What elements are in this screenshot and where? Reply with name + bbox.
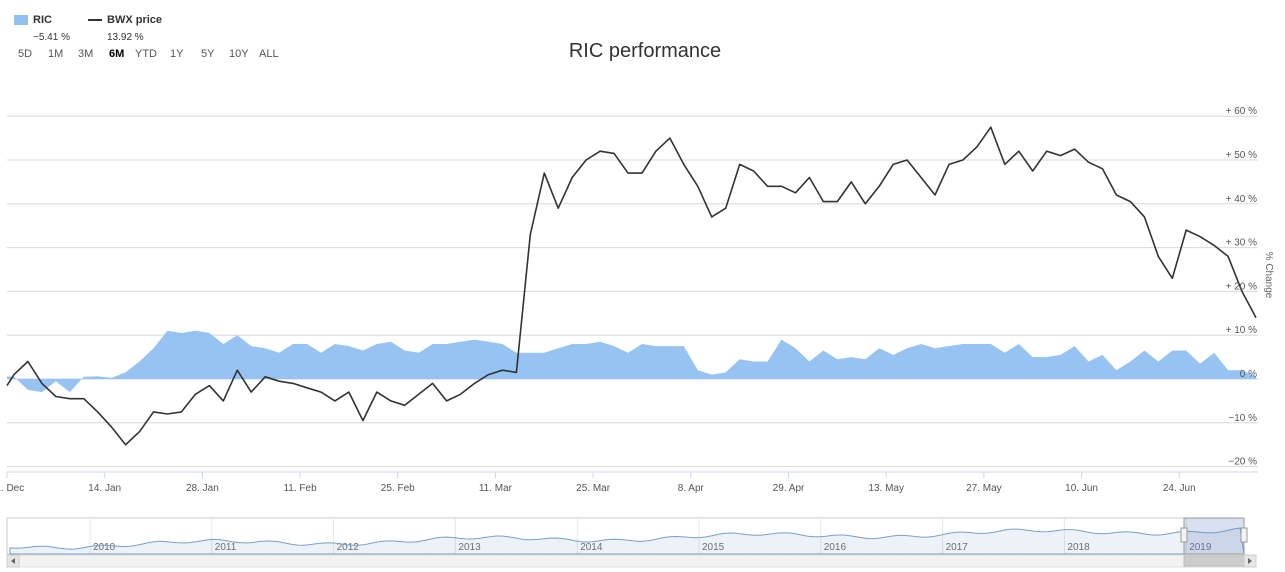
- x-axis-ticks: 31. Dec 14. Jan 28. Jan 11. Feb 25. Feb 11. M…: [0, 472, 1196, 494]
- x-tick-label: 25. Mar: [576, 483, 611, 494]
- scrollbar-thumb[interactable]: [1183, 555, 1245, 567]
- x-tick-label: 11. Feb: [283, 483, 317, 494]
- scrollbar-track[interactable]: [6, 554, 1257, 568]
- y-tick-label: −20 %: [1228, 457, 1257, 468]
- x-tick-label: 13. May: [868, 483, 904, 494]
- range-button-6m[interactable]: 6M: [109, 48, 125, 60]
- navigator-year-label: 2010: [93, 542, 116, 553]
- navigator-year-label: 2015: [702, 542, 725, 553]
- ric-area[interactable]: [7, 330, 1256, 393]
- navigator-handle-right[interactable]: [1240, 527, 1248, 543]
- x-tick-label: 28. Jan: [186, 483, 219, 494]
- bwx-line-series: [6, 126, 1257, 446]
- navigator[interactable]: 2010 2011 2012 2013 2014 2015 2016 2017 2018 2019: [6, 517, 1248, 555]
- x-tick-label: 31. Dec: [0, 483, 24, 494]
- legend-label-ric[interactable]: RIC: [33, 14, 52, 26]
- x-tick-label: 25. Feb: [381, 483, 415, 494]
- y-axis-ticks: + 60 % + 50 % + 40 % + 30 % + 20 % + 10 % 0 % −…: [1226, 106, 1258, 467]
- navigator-year-label: 2011: [215, 542, 237, 553]
- x-tick-label: 14. Jan: [88, 483, 121, 494]
- arrow-left-icon: [11, 558, 15, 564]
- scrollbar[interactable]: [6, 554, 1257, 568]
- navigator-handle-left[interactable]: [1180, 527, 1188, 543]
- navigator-series-line: [9, 527, 1245, 555]
- chart-title: RIC performance: [568, 40, 722, 62]
- ric-area-series: [7, 330, 1256, 393]
- legend-value-bwx: 13.92 %: [107, 32, 144, 43]
- navigator-year-label: 2016: [824, 542, 847, 553]
- range-button-1m[interactable]: 1M: [48, 48, 64, 60]
- navigator-year-label: 2013: [458, 542, 481, 553]
- y-tick-label: + 10 %: [1226, 325, 1258, 336]
- navigator-year-label: 2014: [580, 542, 603, 553]
- navigator-year-label: 2012: [337, 542, 360, 553]
- grid-lines: [7, 115, 1258, 473]
- x-tick-label: 24. Jun: [1163, 483, 1196, 494]
- navigator-year-label: 2018: [1067, 542, 1090, 553]
- range-button-5d[interactable]: 5D: [18, 48, 33, 60]
- x-tick-label: 27. May: [966, 483, 1002, 494]
- legend-label-bwx[interactable]: BWX price: [107, 14, 163, 26]
- x-tick-label: 10. Jun: [1065, 483, 1098, 494]
- range-button-10y[interactable]: 10Y: [229, 48, 249, 60]
- navigator-selection[interactable]: [1183, 517, 1245, 555]
- range-button-5y[interactable]: 5Y: [201, 48, 215, 60]
- range-button-1y[interactable]: 1Y: [170, 48, 184, 60]
- navigator-frame: [6, 517, 1245, 555]
- bwx-price-line[interactable]: [6, 126, 1257, 446]
- navigator-year-labels: 2010 2011 2012 2013 2014 2015 2016 2017 2018 2019: [89, 518, 1212, 554]
- arrow-right-icon: [1248, 558, 1252, 564]
- x-tick-label: 8. Apr: [678, 483, 705, 494]
- y-tick-label: + 20 %: [1226, 281, 1258, 292]
- navigator-year-label: 2017: [946, 542, 969, 553]
- legend-swatch-ric: [14, 15, 28, 25]
- legend-value-ric: −5.41 %: [33, 32, 70, 43]
- y-tick-label: + 60 %: [1226, 106, 1258, 117]
- legend-swatch-bwx: [88, 19, 102, 21]
- y-tick-label: 0 %: [1240, 369, 1257, 380]
- y-tick-label: + 50 %: [1226, 150, 1258, 161]
- range-button-ytd[interactable]: YTD: [135, 48, 157, 60]
- y-axis-label: % Change: [1263, 252, 1274, 299]
- y-tick-label: −10 %: [1228, 413, 1257, 424]
- y-tick-label: + 40 %: [1226, 194, 1258, 205]
- x-tick-label: 29. Apr: [773, 483, 805, 494]
- range-button-all[interactable]: ALL: [259, 48, 279, 60]
- navigator-year-label: 2019: [1189, 542, 1212, 553]
- x-tick-label: 11. Mar: [479, 483, 513, 494]
- range-button-3m[interactable]: 3M: [78, 48, 94, 60]
- y-tick-label: + 30 %: [1226, 238, 1258, 249]
